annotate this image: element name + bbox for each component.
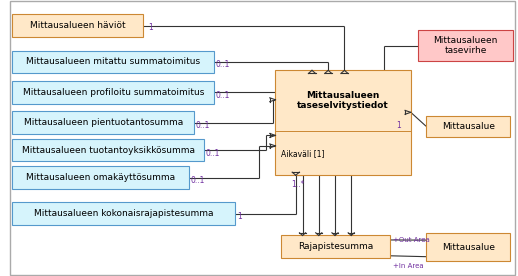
Text: Mittausalueen pientuotantosumma: Mittausalueen pientuotantosumma [23, 118, 183, 127]
Text: Mittausalue: Mittausalue [442, 243, 495, 251]
Text: 1: 1 [237, 212, 242, 221]
Text: 1: 1 [396, 121, 401, 130]
Text: Mittausalueen häviöt: Mittausalueen häviöt [30, 21, 125, 30]
Text: Mittausalueen tuotantoyksikkösumma: Mittausalueen tuotantoyksikkösumma [22, 146, 195, 155]
Bar [419, 30, 513, 61]
Text: 1..*: 1..* [291, 181, 304, 189]
Bar [276, 70, 411, 175]
Text: 0..1: 0..1 [206, 149, 220, 158]
Bar [12, 139, 204, 161]
Text: 0..1: 0..1 [190, 176, 205, 185]
Bar [12, 14, 142, 37]
Text: Mittausalueen mitattu summatoimitus: Mittausalueen mitattu summatoimitus [26, 57, 200, 66]
Text: +Out Area: +Out Area [393, 237, 430, 243]
Text: 0..1: 0..1 [215, 91, 230, 100]
Bar [12, 202, 235, 225]
Text: 1: 1 [148, 23, 153, 32]
Bar [12, 81, 214, 104]
Bar [281, 235, 391, 258]
Text: Mittausalueen profiloitu summatoimitus: Mittausalueen profiloitu summatoimitus [23, 88, 204, 97]
Text: Mittausalueen kokonaisrajapistesumma: Mittausalueen kokonaisrajapistesumma [34, 209, 213, 218]
Bar [12, 166, 189, 189]
Bar [426, 233, 510, 261]
Text: Aikaväli [1]: Aikaväli [1] [281, 149, 324, 158]
Text: 0..1: 0..1 [215, 60, 230, 69]
Text: Mittausalueen
tasevirhe: Mittausalueen tasevirhe [434, 36, 498, 55]
Text: Mittausalue: Mittausalue [442, 122, 495, 131]
Text: Mittausalueen omakäyttösumma: Mittausalueen omakäyttösumma [26, 173, 175, 182]
Bar [426, 116, 510, 137]
Text: Mittausalueen
taseselvitystiedot: Mittausalueen taseselvitystiedot [297, 91, 389, 110]
Bar [12, 51, 214, 73]
Text: Rajapistesumma: Rajapistesumma [298, 242, 373, 251]
Bar [12, 111, 194, 134]
Text: +In Area: +In Area [393, 262, 424, 269]
Text: 0..1: 0..1 [195, 121, 210, 130]
